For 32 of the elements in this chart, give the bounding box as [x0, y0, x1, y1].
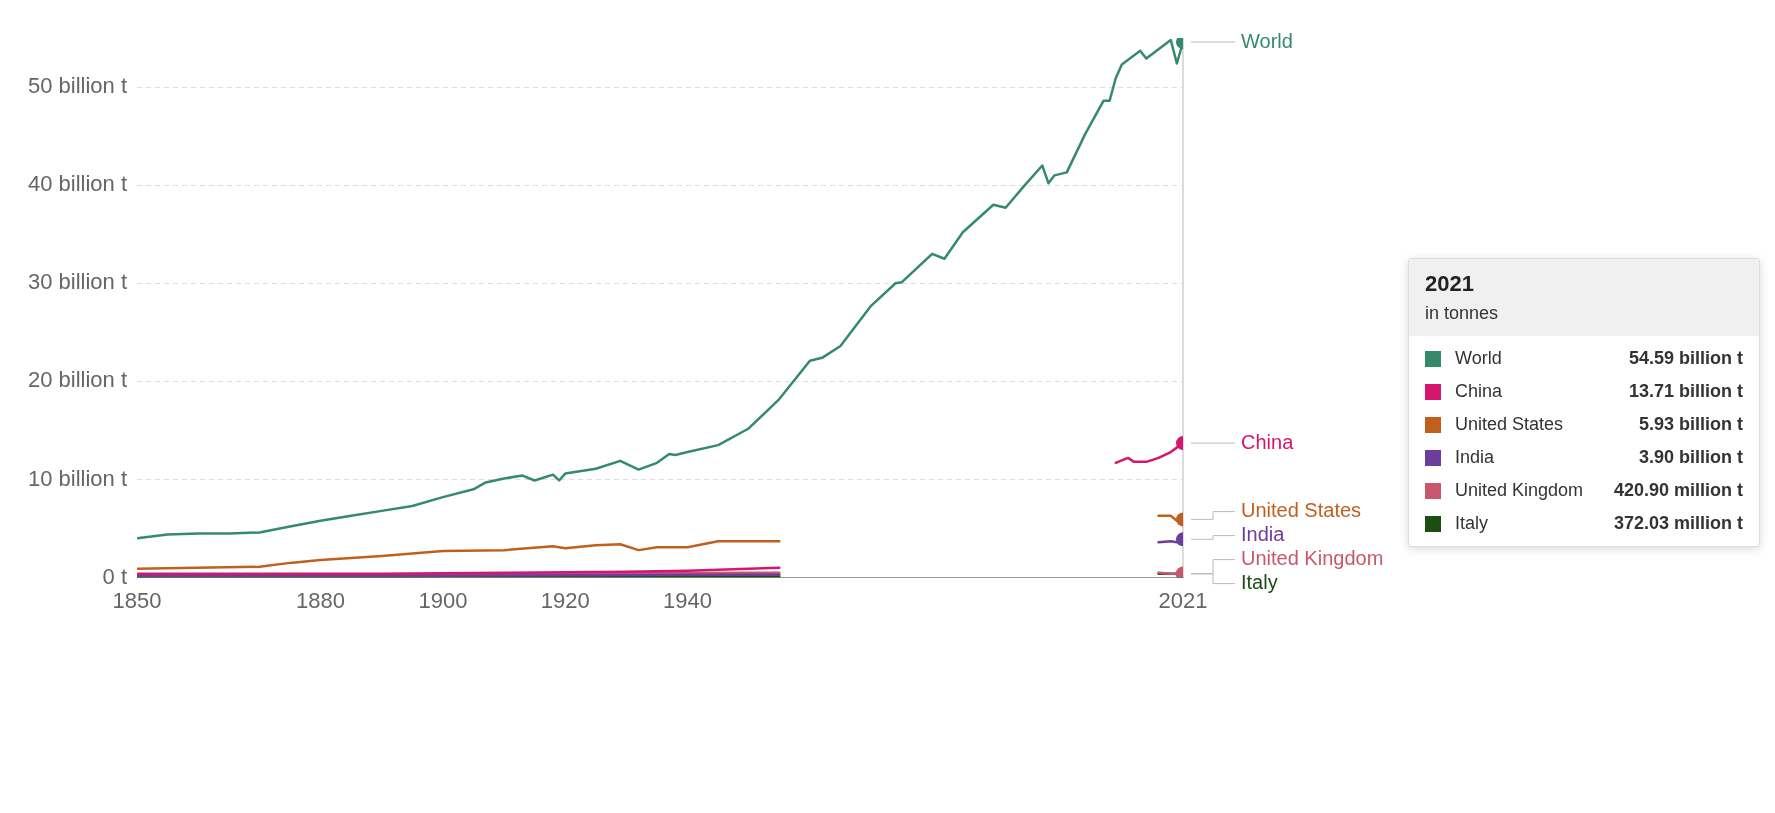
- y-tick-label: 50 billion t: [27, 73, 128, 99]
- text: 3.90 billion t: [1637, 446, 1744, 469]
- x-tick-label: 1900: [418, 587, 468, 613]
- legend-label: United Kingdom: [1454, 479, 1585, 502]
- text: India: [1241, 523, 1285, 546]
- text: 5.93 billion t: [1637, 413, 1744, 436]
- legend-title: 2021: [1425, 271, 1475, 297]
- y-tick-label: 0 t: [102, 563, 128, 589]
- legend-label: United States: [1454, 413, 1565, 436]
- y-tick-label: 40 billion t: [27, 171, 128, 197]
- x-tick-label: 1880: [296, 587, 346, 613]
- text: United Kingdom: [1241, 547, 1384, 570]
- y-tick-label: 10 billion t: [27, 465, 128, 491]
- y-tick-label: 30 billion t: [27, 269, 128, 295]
- x-tick-label: 1940: [663, 587, 713, 613]
- text: 54.59 billion t: [1627, 347, 1744, 370]
- text: World: [1241, 29, 1293, 52]
- text: 420.90 million t: [1612, 479, 1744, 502]
- text: 372.03 million t: [1612, 512, 1744, 535]
- legend-label: Italy: [1454, 512, 1489, 535]
- text: in tonnes: [1425, 303, 1500, 324]
- y-tick-label: 20 billion t: [27, 367, 128, 393]
- legend-label: World: [1454, 347, 1503, 370]
- x-tick-label: 1920: [540, 587, 590, 613]
- text: 13.71 billion t: [1627, 380, 1744, 403]
- legend-label: China: [1454, 380, 1504, 403]
- text: United States: [1241, 499, 1362, 522]
- text: Italy: [1241, 571, 1278, 594]
- text: China: [1241, 430, 1294, 453]
- x-tick-label: 1850: [112, 587, 162, 613]
- legend-label: India: [1454, 446, 1496, 469]
- x-tick-label: 2021: [1158, 587, 1208, 613]
